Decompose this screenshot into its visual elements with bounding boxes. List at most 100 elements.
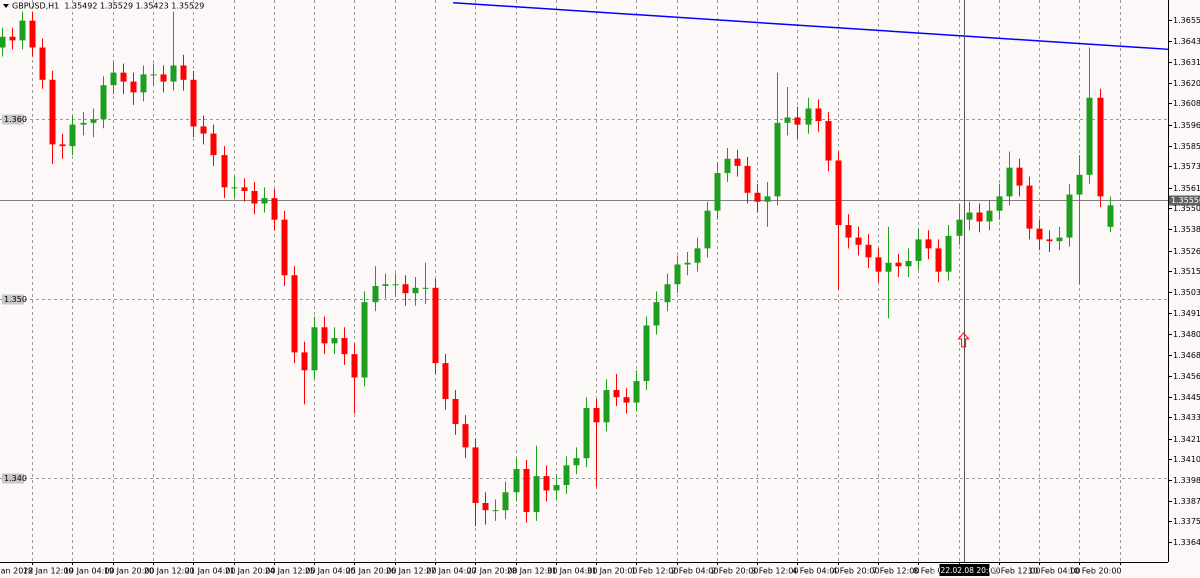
candle-body [945,235,952,272]
candle-body [925,239,932,249]
crosshair-label-box [939,564,990,576]
candle-body [442,363,449,399]
y-tick-label: 1.35618 [1173,184,1200,193]
x-tick-label: 17 Jan 2022 [0,567,34,576]
level-label: 1.360 [4,115,27,124]
candle-body [724,158,731,174]
candle-body [835,160,842,226]
candle-body [1006,167,1013,197]
candle-body [160,74,167,82]
y-tick-label: 1.34688 [1173,351,1200,360]
x-tick-label: 2 Feb 20:00 [711,567,758,576]
candle-body [895,262,902,267]
candle-body [9,36,16,41]
y-tick-label: 1.36553 [1173,16,1200,25]
candle-body [875,257,882,272]
candle-body [885,262,892,272]
candle-body [865,244,872,258]
candle-body [321,327,328,344]
level-label-box [2,473,24,484]
candle-body [90,119,97,123]
candle-body [59,144,66,147]
candle-body [583,407,590,459]
y-tick-label: 1.35503 [1173,204,1200,213]
candle-body [200,126,207,134]
x-tick-label: 3 Feb 12:00 [751,567,798,576]
menu-triangle [3,4,9,8]
y-tick-label: 1.34803 [1173,330,1200,339]
candle-body [513,468,520,493]
candle-body [593,407,600,423]
candle-body [976,212,983,222]
candle-body [643,325,650,382]
candle-body [261,198,268,204]
candle-body [19,20,26,41]
candle-body [170,65,177,82]
y-tick-label: 1.35153 [1173,267,1200,276]
candle-body [231,187,238,189]
candle-body [291,275,298,353]
candle-body [1016,167,1023,186]
x-tick-label: 20 Jan 12:00 [144,567,195,576]
y-tick-label: 1.33988 [1173,476,1200,485]
x-tick-label: 21 Jan 20:00 [225,567,276,576]
candle-body [744,165,751,193]
x-tick-label: 21 Jan 04:00 [185,567,236,576]
candle-body [523,468,530,512]
candle-body [915,239,922,261]
candle-body [533,476,540,512]
candle-body [1097,97,1104,197]
chart-title: GBPUSD,H1 1.35492 1.35529 1.35423 1.3552… [12,2,204,11]
candle-body [462,424,469,448]
candle-body [372,286,379,303]
x-tick-label: 19 Jan 04:00 [64,567,115,576]
candle-body [432,287,439,364]
candle-body [1026,185,1033,229]
candle-body [784,117,791,123]
y-tick-label: 1.34338 [1173,413,1200,422]
candle-body [674,264,681,285]
y-tick-label: 1.34568 [1173,372,1200,381]
x-tick-label: 10 Feb 20:00 [1069,567,1121,576]
y-tick-label: 1.33643 [1173,538,1200,547]
candle-body [966,212,973,220]
x-tick-label: 9 Feb 12:00 [993,567,1040,576]
x-tick-label: 25 Jan 04:00 [305,567,356,576]
candle-body [633,381,640,403]
x-tick-label: 26 Jan 12:00 [386,567,437,576]
y-tick-label: 1.33873 [1173,497,1200,506]
candle-body [130,81,137,93]
y-tick-label: 1.35038 [1173,288,1200,297]
candle-body [190,79,197,127]
candle-body [251,190,258,204]
price-label-box [1169,195,1200,206]
level-label-box [2,114,24,125]
candle-body [271,198,278,220]
candle-body [714,173,721,211]
y-tick-label: 1.34218 [1173,435,1200,444]
x-tick-label: 4 Feb 04:00 [792,567,839,576]
candle-body [210,133,217,156]
candle-body [120,72,127,82]
candle-body [100,85,107,120]
candle-body [281,219,288,276]
level-label: 1.340 [4,474,27,483]
candle-body [845,225,852,238]
level-label-box [2,294,24,305]
level-label: 1.350 [4,295,27,304]
candle-body [825,121,832,161]
candle-body [382,284,389,287]
candle-body [734,158,741,166]
candle-body [815,108,822,122]
candle-body [492,510,499,512]
candle-body [1046,239,1053,242]
x-tick-label: 27 Jan 20:00 [467,567,518,576]
candle-body [472,447,479,504]
arrow-marker [957,332,970,348]
x-tick-label: 2 Feb 04:00 [671,567,718,576]
y-tick-label: 1.35853 [1173,142,1200,151]
y-tick-label: 1.34453 [1173,393,1200,402]
candle-body [140,74,147,93]
